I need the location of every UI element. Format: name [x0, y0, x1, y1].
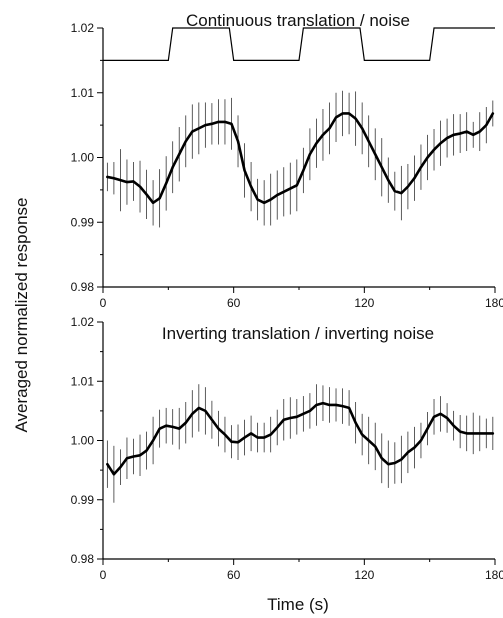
x-tick-label: 180	[485, 296, 503, 310]
x-tick-label: 0	[100, 296, 107, 310]
y-tick-label: 0.99	[71, 493, 95, 507]
x-tick-label: 60	[227, 568, 241, 582]
x-tick-label: 60	[227, 296, 241, 310]
response-line	[106, 401, 495, 476]
x-tick-label: 180	[485, 568, 503, 582]
panel-2-title: Inverting translation / inverting noise	[162, 324, 434, 343]
y-tick-label: 1.00	[71, 434, 95, 448]
y-tick-label: 1.01	[71, 86, 95, 100]
panel-1: 0.98 0.99 1.00 1.01 1.02 0 60 120 180	[71, 21, 503, 310]
y-tick-label: 1.01	[71, 374, 95, 388]
x-tick-label: 120	[354, 568, 374, 582]
panel-1-title: Continuous translation / noise	[186, 11, 410, 30]
response-line	[106, 112, 495, 205]
x-tick-label: 0	[100, 568, 107, 582]
y-tick-label: 1.02	[71, 21, 95, 35]
x-axis-label: Time (s)	[267, 595, 329, 614]
panels-layer: 0.98 0.99 1.00 1.01 1.02 0 60 120 180 0.98 0.99 1.0…	[71, 21, 503, 582]
y-tick-label: 1.00	[71, 151, 95, 165]
y-tick-label: 0.98	[71, 552, 95, 566]
y-tick-label: 0.98	[71, 280, 95, 294]
panel-2: 0.98 0.99 1.00 1.01 1.02 0 60 120 180	[71, 315, 503, 582]
y-tick-label: 0.99	[71, 215, 95, 229]
x-tick-label: 120	[354, 296, 374, 310]
y-axis-label: Averaged normalized response	[12, 198, 31, 433]
stimulus-trace	[103, 27, 495, 61]
y-tick-label: 1.02	[71, 315, 95, 329]
